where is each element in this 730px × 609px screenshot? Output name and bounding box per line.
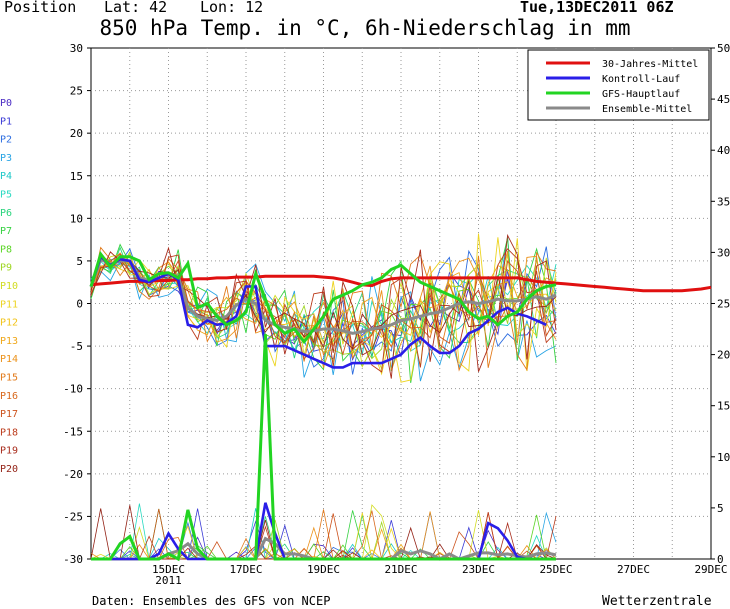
y-left-tick-label: -25 — [63, 510, 83, 523]
legend-label-control: Kontroll-Lauf — [602, 74, 680, 85]
x-tick-label: 25DEC — [539, 563, 572, 576]
y-right-tick-label: 15 — [717, 400, 730, 413]
member-label-p12: P12 — [0, 318, 18, 329]
gfs-main-temp-line — [89, 250, 557, 345]
x-tick-label: 27DEC — [617, 563, 650, 576]
member-label-p5: P5 — [0, 190, 12, 201]
y-right-tick-label: 40 — [717, 144, 730, 157]
y-right-tick-label: 5 — [717, 502, 724, 515]
y-left-tick-label: -30 — [63, 553, 83, 566]
member-temp-line-p18 — [90, 248, 557, 373]
member-label-p0: P0 — [0, 98, 12, 109]
member-label-p10: P10 — [0, 281, 18, 292]
y-right-tick-label: 30 — [717, 246, 730, 259]
latitude-label: Lat: 42 — [104, 0, 168, 16]
x-tick-label: 29DEC — [694, 563, 727, 576]
member-label-p7: P7 — [0, 226, 12, 237]
member-temp-line-p10 — [90, 253, 557, 370]
member-label-p8: P8 — [0, 244, 12, 255]
legend-label-gfs: GFS-Hauptlauf — [602, 89, 680, 100]
member-label-p3: P3 — [0, 153, 12, 164]
chart-title: 850 hPa Temp. in °C, 6h-Niederschlag in … — [99, 16, 631, 40]
climate-mean-line — [90, 274, 712, 293]
y-left-tick-label: 10 — [70, 212, 83, 225]
member-label-p1: P1 — [0, 116, 12, 127]
y-right-tick-label: 25 — [717, 298, 730, 311]
y-left-tick-label: 15 — [70, 170, 83, 183]
x-tick-label: 19DEC — [307, 563, 340, 576]
y-left-tick-label: -20 — [63, 468, 83, 481]
member-label-p15: P15 — [0, 373, 18, 384]
member-temp-line-p13 — [90, 253, 557, 355]
y-right-tick-label: 20 — [717, 349, 730, 362]
member-label-p11: P11 — [0, 299, 18, 310]
member-label-p6: P6 — [0, 208, 12, 219]
gfs-main-precip-line — [91, 334, 556, 562]
legend-label-climate: 30-Jahres-Mittel — [602, 59, 698, 70]
y-left-tick-label: 0 — [76, 298, 83, 311]
legend-label-mean: Ensemble-Mittel — [602, 104, 692, 115]
longitude-label: Lon: 12 — [200, 0, 264, 16]
member-label-p20: P20 — [0, 464, 18, 475]
y-right-tick-label: 35 — [717, 195, 730, 208]
x-tick-label: 17DEC — [229, 563, 262, 576]
x-tick-label: 21DEC — [384, 563, 417, 576]
y-left-tick-label: 25 — [70, 85, 83, 98]
y-left-tick-label: 20 — [70, 127, 83, 140]
data-source-credit: Daten: Ensembles des GFS von NCEP — [92, 594, 331, 608]
member-temp-line-p20 — [90, 253, 557, 350]
y-right-tick-label: 10 — [717, 451, 730, 464]
y-left-tick-label: -5 — [70, 340, 83, 353]
member-label-p18: P18 — [0, 427, 18, 438]
y-left-tick-label: 5 — [76, 255, 83, 268]
y-left-tick-label: -15 — [63, 425, 83, 438]
member-temp-line-p19 — [90, 233, 557, 379]
model-run-timestamp: Tue,13DEC2011 06Z — [520, 0, 674, 16]
y-left-tick-label: -10 — [63, 383, 83, 396]
x-tick-year-label: 2011 — [155, 574, 182, 587]
y-left-tick-label: 30 — [70, 42, 83, 55]
member-temp-line-p9 — [90, 251, 557, 360]
member-label-p2: P2 — [0, 135, 12, 146]
member-label-p19: P19 — [0, 446, 18, 457]
y-right-tick-label: 45 — [717, 93, 730, 106]
member-temp-line-p7 — [90, 237, 557, 383]
x-tick-label: 15DEC — [152, 563, 185, 576]
member-label-p16: P16 — [0, 391, 18, 402]
member-label-p14: P14 — [0, 354, 18, 365]
member-label-p4: P4 — [0, 171, 12, 182]
x-tick-label: 23DEC — [462, 563, 495, 576]
y-right-tick-label: 0 — [717, 553, 724, 566]
brand-label: Wetterzentrale — [602, 594, 712, 609]
member-label-p9: P9 — [0, 263, 12, 274]
member-label-p13: P13 — [0, 336, 18, 347]
y-right-tick-label: 50 — [717, 42, 730, 55]
member-label-p17: P17 — [0, 409, 18, 420]
position-label: Position — [4, 0, 77, 16]
